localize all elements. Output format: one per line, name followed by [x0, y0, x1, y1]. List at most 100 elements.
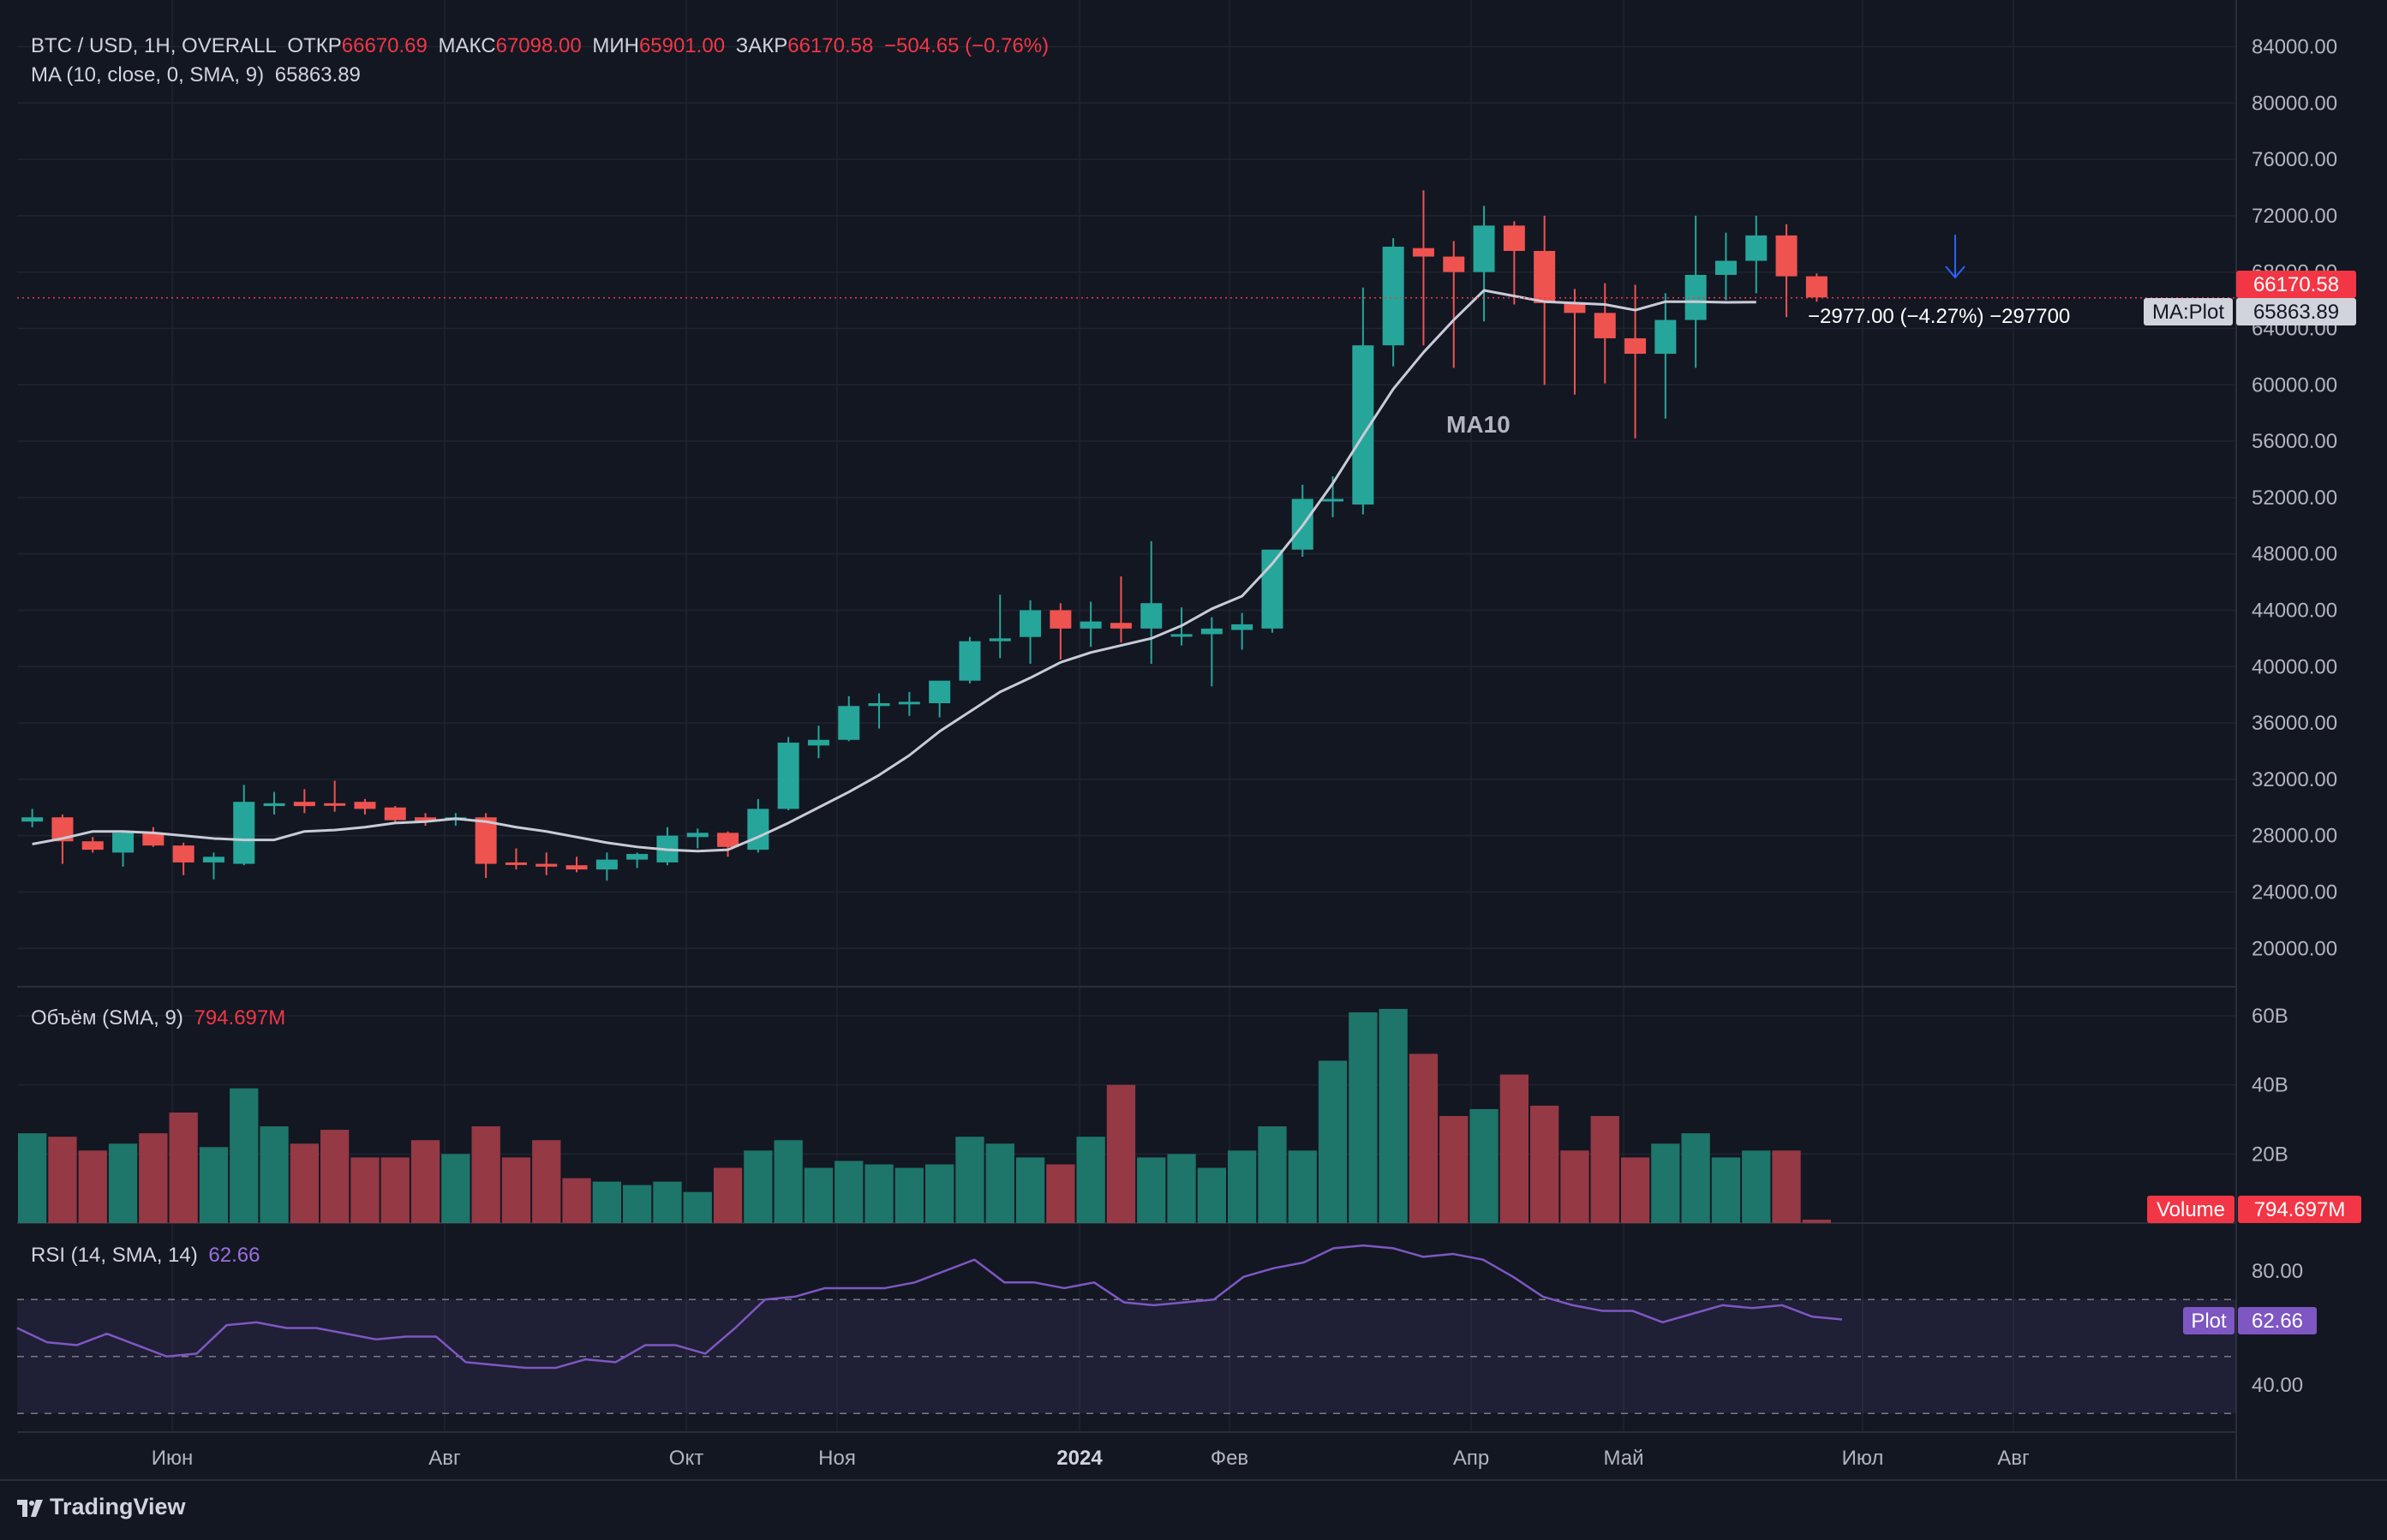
- volume-bar: [471, 1126, 500, 1223]
- volume-legend[interactable]: Объём (SMA, 9) 794.697M: [31, 1006, 290, 1030]
- rsi-series: [16, 1244, 1843, 1370]
- volume-bar: [532, 1140, 561, 1223]
- volume-badge-label: Volume: [2157, 1198, 2225, 1221]
- volume-bar: [1742, 1150, 1771, 1223]
- rsi-legend-value: 62.66: [208, 1244, 260, 1267]
- volume-tick-0: 60B: [2252, 1005, 2288, 1028]
- volume-tick-1: 40B: [2252, 1074, 2288, 1097]
- volume-bar: [1590, 1115, 1619, 1223]
- time-label-1: Авг: [428, 1447, 461, 1470]
- ma10-series: [32, 289, 1756, 853]
- candle: [1805, 273, 1828, 302]
- ma-plot-value: 65863.89: [2253, 301, 2339, 324]
- time-axis[interactable]: Июн Авг Окт Ноя 2024 Фев Апр Май Июл Авг: [152, 1447, 2030, 1470]
- volume-bar: [169, 1112, 198, 1223]
- volume-bar: [1620, 1157, 1650, 1223]
- candle: [1473, 206, 1495, 322]
- tradingview-logo-text: TradingView: [50, 1494, 186, 1519]
- price-tick-8: 52000.00: [2252, 486, 2337, 510]
- volume-bar: [1167, 1154, 1196, 1223]
- price-tick-10: 44000.00: [2252, 599, 2337, 622]
- candle: [1654, 293, 1677, 419]
- volume-bar: [1137, 1157, 1166, 1223]
- price-tick-0: 84000.00: [2252, 35, 2337, 58]
- ma-legend[interactable]: MA (10, close, 0, SMA, 9) 65863.89: [31, 63, 366, 87]
- volume-bar: [260, 1126, 289, 1223]
- volume-bar: [1106, 1084, 1136, 1223]
- rsi-line: [16, 1244, 1843, 1370]
- volume-bar: [592, 1181, 621, 1223]
- volume-bar: [683, 1191, 712, 1223]
- candle: [1534, 215, 1556, 385]
- candle: [1412, 190, 1434, 346]
- volume-legend-value: 794.697M: [194, 1006, 286, 1030]
- candle: [777, 737, 799, 811]
- volume-bar: [1711, 1157, 1741, 1223]
- volume-tick-2: 20B: [2252, 1143, 2288, 1166]
- volume-bar: [290, 1143, 319, 1223]
- volume-bar: [864, 1164, 894, 1223]
- volume-bar: [1318, 1060, 1348, 1223]
- volume-bar: [835, 1161, 864, 1223]
- candle: [1503, 221, 1525, 305]
- candle: [989, 594, 1011, 659]
- candle: [868, 693, 890, 729]
- price-tick-16: 20000.00: [2252, 937, 2337, 960]
- volume-bar: [1681, 1133, 1710, 1223]
- rsi-tick-1: 40.00: [2252, 1374, 2303, 1397]
- volume-bar: [774, 1140, 803, 1223]
- volume-bar: [1651, 1143, 1680, 1223]
- arrow-down-icon[interactable]: [1945, 235, 1965, 279]
- time-label-2: Окт: [669, 1447, 703, 1470]
- candle: [959, 636, 981, 683]
- candle: [1443, 241, 1465, 368]
- high-label: МАКС: [438, 34, 496, 57]
- candle: [1200, 617, 1223, 687]
- volume-bar: [1288, 1150, 1317, 1223]
- rsi-tick-0: 80.00: [2252, 1260, 2303, 1283]
- time-label-8: Июл: [1842, 1447, 1884, 1470]
- ma10-annotation: MA10: [1446, 411, 1511, 438]
- time-label-9: Авг: [1997, 1447, 2030, 1470]
- candle: [1775, 224, 1798, 318]
- candle: [293, 789, 315, 814]
- rsi-legend-label: RSI (14, SMA, 14): [31, 1244, 198, 1267]
- candle: [475, 813, 497, 878]
- change-value: −504.65 (−0.76%): [884, 34, 1050, 57]
- volume-bar: [562, 1178, 591, 1223]
- time-label-7: Май: [1603, 1447, 1643, 1470]
- candle: [112, 831, 135, 867]
- volume-bar: [1228, 1150, 1257, 1223]
- candle: [747, 798, 769, 853]
- low-value: 65901.00: [638, 34, 726, 57]
- volume-bar: [1530, 1105, 1559, 1223]
- rsi-badge: Plot 62.66: [2183, 1307, 2317, 1334]
- rsi-band: [17, 1298, 2236, 1414]
- volume-bar: [350, 1157, 380, 1223]
- symbol-label[interactable]: BTC / USD, 1H, OVERALL: [31, 34, 277, 57]
- candle: [898, 691, 920, 716]
- price-tick-11: 40000.00: [2252, 655, 2337, 678]
- ma-plot-badge: MA:Plot 65863.89: [2144, 298, 2356, 325]
- volume-bar: [380, 1157, 410, 1223]
- candle: [595, 852, 618, 881]
- volume-bar: [501, 1157, 531, 1223]
- rsi-legend[interactable]: RSI (14, SMA, 14) 62.66: [31, 1244, 265, 1268]
- volume-bar: [1197, 1167, 1226, 1223]
- high-value: 67098.00: [495, 34, 582, 57]
- candle: [1080, 601, 1102, 648]
- volume-bar: [199, 1147, 229, 1223]
- volume-bar: [744, 1150, 773, 1223]
- price-tick-13: 32000.00: [2252, 768, 2337, 791]
- candle: [505, 848, 527, 870]
- candle: [1140, 540, 1163, 664]
- price-axis[interactable]: 84000.0080000.0076000.0072000.0068000.00…: [2252, 35, 2337, 1397]
- close-value: 66170.58: [787, 34, 874, 57]
- candle: [202, 852, 224, 880]
- volume-bar: [713, 1167, 743, 1223]
- volume-bar: [1802, 1219, 1831, 1223]
- measure-annotation: −2977.00 (−4.27%) −297700: [1808, 305, 2070, 328]
- ma-legend-value: 65863.89: [274, 63, 361, 87]
- tradingview-logo[interactable]: TradingView: [17, 1494, 186, 1520]
